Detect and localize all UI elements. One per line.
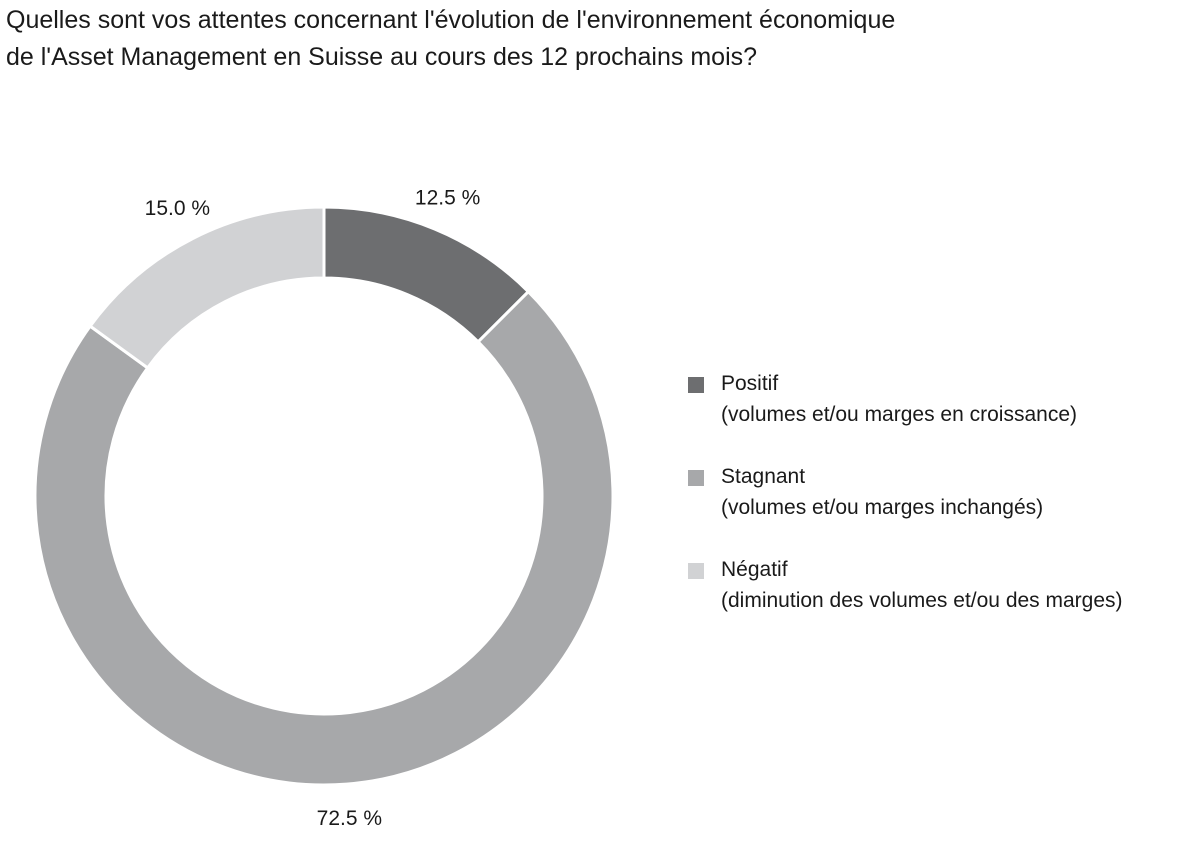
legend-label-negatif: Négatif — [721, 558, 788, 581]
legend-swatch-stagnant — [688, 470, 704, 486]
donut-chart: 12.5 % 72.5 % 15.0 % — [33, 187, 615, 830]
slice-label-stagnant: 72.5 % — [317, 807, 382, 830]
legend-description-negatif: (diminution des volumes et/ou des marges… — [721, 589, 1123, 612]
donut-slice-negatif — [88, 205, 326, 370]
chart-title-line-2: de l'Asset Management en Suisse au cours… — [6, 43, 758, 71]
slice-label-negatif: 15.0 % — [145, 197, 210, 220]
legend-swatch-negatif — [688, 563, 704, 579]
legend-description-positif: (volumes et/ou marges en croissance) — [721, 403, 1077, 426]
slice-label-positif: 12.5 % — [415, 187, 480, 210]
legend-description-stagnant: (volumes et/ou marges inchangés) — [721, 496, 1044, 519]
chart-title: Quelles sont vos attentes concernant l'é… — [6, 2, 1156, 76]
legend-label-positif: Positif — [721, 372, 779, 395]
legend-swatch-positif — [688, 377, 704, 393]
legend-label-stagnant: Stagnant — [721, 465, 806, 488]
chart-title-line-1: Quelles sont vos attentes concernant l'é… — [6, 6, 896, 34]
donut-slice-stagnant — [33, 289, 615, 787]
